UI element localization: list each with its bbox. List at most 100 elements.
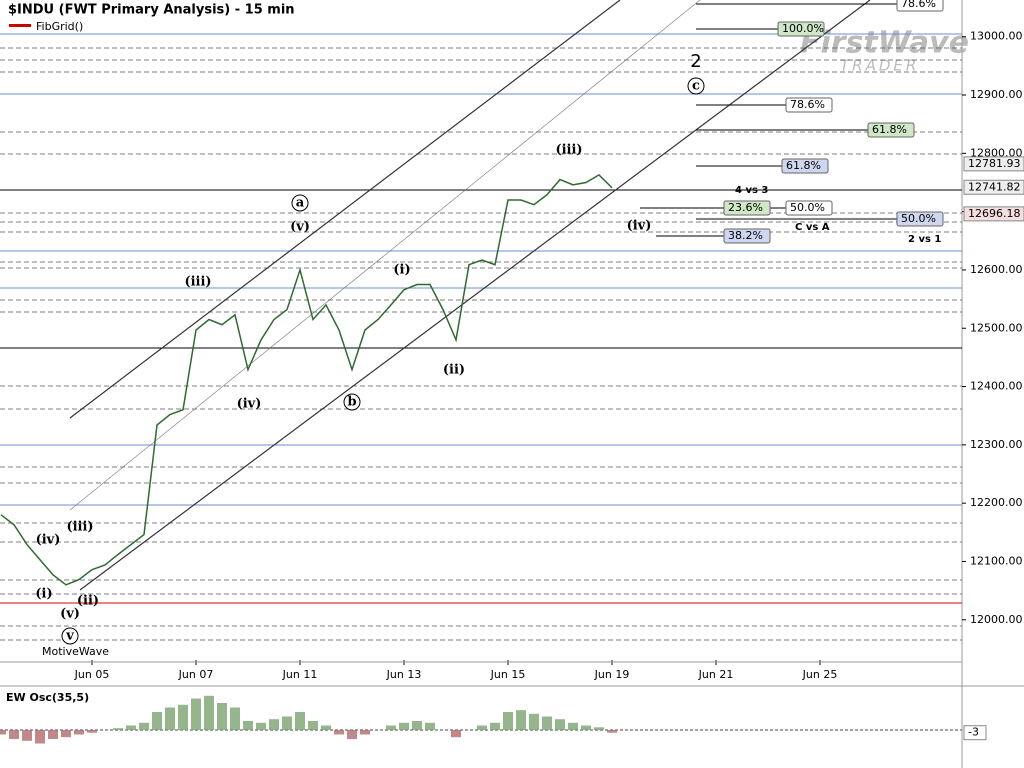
- y-tick-label: 12100.00: [970, 554, 1023, 567]
- osc-bar: [516, 710, 526, 730]
- wave-circle: [291, 194, 309, 212]
- wave-label: (iv): [237, 397, 262, 412]
- price-tag: 12781.93: [968, 157, 1021, 170]
- channel-line: [79, 0, 871, 591]
- logo: FirstWave: [800, 26, 969, 61]
- fib-label: 38.2%: [728, 229, 763, 242]
- x-tick-label: Jun 13: [386, 668, 422, 681]
- x-tick-label: Jun 05: [74, 668, 110, 681]
- fib-label: 2 vs 1: [908, 234, 941, 245]
- osc-bar: [269, 719, 279, 730]
- osc-bar: [61, 730, 71, 738]
- fib-box: [785, 200, 833, 216]
- osc-bar: [74, 730, 84, 735]
- osc-bar: [386, 725, 396, 730]
- x-tick-label: Jun 15: [490, 668, 526, 681]
- price-line: [0, 173, 613, 586]
- logo-sub: TRADER: [840, 57, 919, 75]
- osc-bar: [360, 730, 370, 735]
- wave-label: (iii): [555, 143, 582, 158]
- fib-box: [867, 122, 915, 138]
- price-tag-box: [963, 156, 1024, 172]
- y-tick-label: 12200.00: [970, 496, 1023, 509]
- channel-line: [69, 0, 701, 511]
- osc-bar: [581, 725, 591, 730]
- osc-bar: [425, 722, 435, 730]
- indicator-label: FibGrid(): [36, 20, 83, 33]
- x-tick-label: Jun 25: [802, 668, 838, 681]
- wave-circle: [687, 77, 705, 95]
- fib-box: [896, 0, 944, 12]
- fib-label: 23.6%: [728, 201, 763, 214]
- wave-circle: [343, 393, 361, 411]
- osc-bar: [139, 722, 149, 730]
- wave-label: (iv): [36, 533, 61, 548]
- osc-bar: [126, 725, 136, 730]
- wave-label: (v): [290, 220, 310, 235]
- wave-label: (i): [393, 263, 410, 278]
- fib-box: [785, 97, 833, 113]
- price-tag-box: [963, 206, 1024, 222]
- osc-bar: [399, 722, 409, 730]
- fib-label: C vs A: [795, 222, 830, 233]
- osc-bar: [165, 707, 175, 730]
- x-tick-label: Jun 19: [594, 668, 630, 681]
- fib-label: 50.0%: [901, 212, 936, 225]
- osc-bar: [542, 716, 552, 730]
- osc-bar: [295, 712, 305, 730]
- price-tag: 12696.18: [968, 207, 1021, 220]
- osc-bar: [321, 725, 331, 730]
- osc-bar: [555, 719, 565, 730]
- price-tag-box: [963, 179, 1024, 195]
- y-tick-label: 12000.00: [970, 613, 1023, 626]
- wave-label: (iii): [66, 520, 93, 535]
- osc-bar: [503, 712, 513, 730]
- y-tick-label: 12300.00: [970, 438, 1023, 451]
- osc-bar: [477, 725, 487, 730]
- wave-label: v: [65, 629, 74, 644]
- osc-bar: [490, 722, 500, 730]
- fib-label: 78.6%: [790, 98, 825, 111]
- osc-bar: [594, 727, 604, 730]
- osc-bar: [9, 730, 19, 739]
- y-tick-label: 13000.00: [970, 30, 1023, 43]
- y-tick-label: 12400.00: [970, 380, 1023, 393]
- osc-tag: -3: [968, 726, 979, 739]
- osc-title: EW Osc(35,5): [6, 691, 89, 704]
- wave-label: a: [296, 196, 305, 211]
- y-tick-label: 12900.00: [970, 88, 1023, 101]
- wave-label: c: [692, 79, 700, 94]
- osc-bar: [152, 712, 162, 730]
- x-tick-label: Jun 11: [282, 668, 318, 681]
- fib-label: 61.8%: [872, 123, 907, 136]
- wave-label: (i): [35, 587, 52, 602]
- osc-bar: [22, 730, 32, 741]
- osc-bar: [451, 730, 461, 738]
- chart-title: $INDU (FWT Primary Analysis) - 15 min: [8, 3, 295, 18]
- osc-bar: [607, 730, 617, 733]
- indicator-swatch: [9, 24, 31, 27]
- fib-label: 100.0%: [782, 22, 824, 35]
- x-tick-label: Jun 21: [698, 668, 734, 681]
- fib-box: [723, 228, 771, 244]
- y-tick-label: 12600.00: [970, 263, 1023, 276]
- price-tag: 12741.82: [968, 180, 1021, 193]
- fib-label: 78.6%: [901, 0, 936, 10]
- osc-bar: [308, 721, 318, 730]
- osc-bar: [256, 722, 266, 730]
- fib-label: 50.0%: [790, 201, 825, 214]
- osc-bar: [412, 721, 422, 730]
- osc-bar: [113, 728, 123, 730]
- osc-bar: [334, 730, 344, 735]
- osc-bar: [178, 704, 188, 730]
- osc-bar: [204, 695, 214, 730]
- osc-bar: [230, 707, 240, 730]
- wave-label: (iv): [627, 219, 652, 234]
- osc-bar: [35, 730, 45, 744]
- watermark: MotiveWave: [42, 645, 109, 658]
- wave-label: 2: [690, 51, 701, 72]
- osc-bar: [529, 713, 539, 730]
- osc-bar: [48, 730, 58, 739]
- channel-line: [69, 0, 621, 419]
